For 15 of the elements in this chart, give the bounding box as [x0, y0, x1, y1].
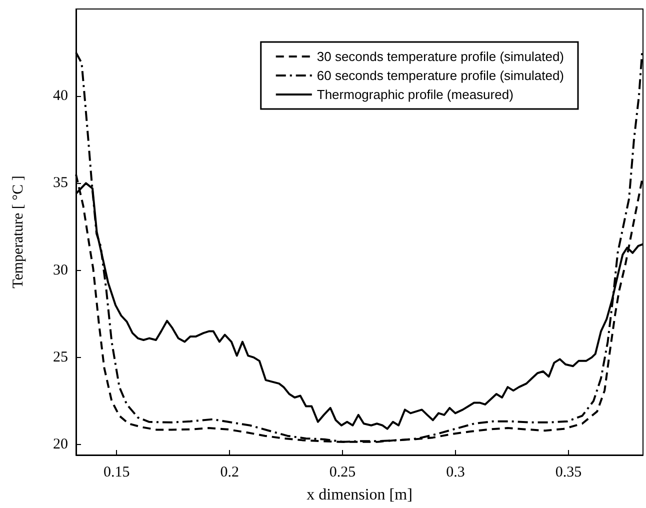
x-tick-label: 0.35 [555, 464, 582, 480]
legend-label: Thermographic profile (measured) [316, 87, 514, 102]
y-tick-label: 30 [53, 262, 68, 278]
y-axis-title: Temperature [ °C ] [10, 176, 26, 288]
x-tick-label: 0.2 [220, 464, 239, 480]
y-tick-label: 20 [53, 436, 68, 453]
y-tick-label: 40 [53, 88, 68, 104]
y-tick-label: 35 [53, 175, 68, 192]
x-tick-label: 0.25 [329, 464, 356, 480]
x-tick-label: 0.3 [446, 464, 465, 480]
x-tick-label: 0.15 [104, 464, 130, 480]
legend-label: 30 seconds temperature profile (simulated) [316, 49, 564, 64]
x-axis-title: x dimension [m] [306, 486, 412, 504]
legend-label: 60 seconds temperature profile (simulated) [316, 68, 564, 83]
y-tick-label: 25 [53, 349, 68, 366]
